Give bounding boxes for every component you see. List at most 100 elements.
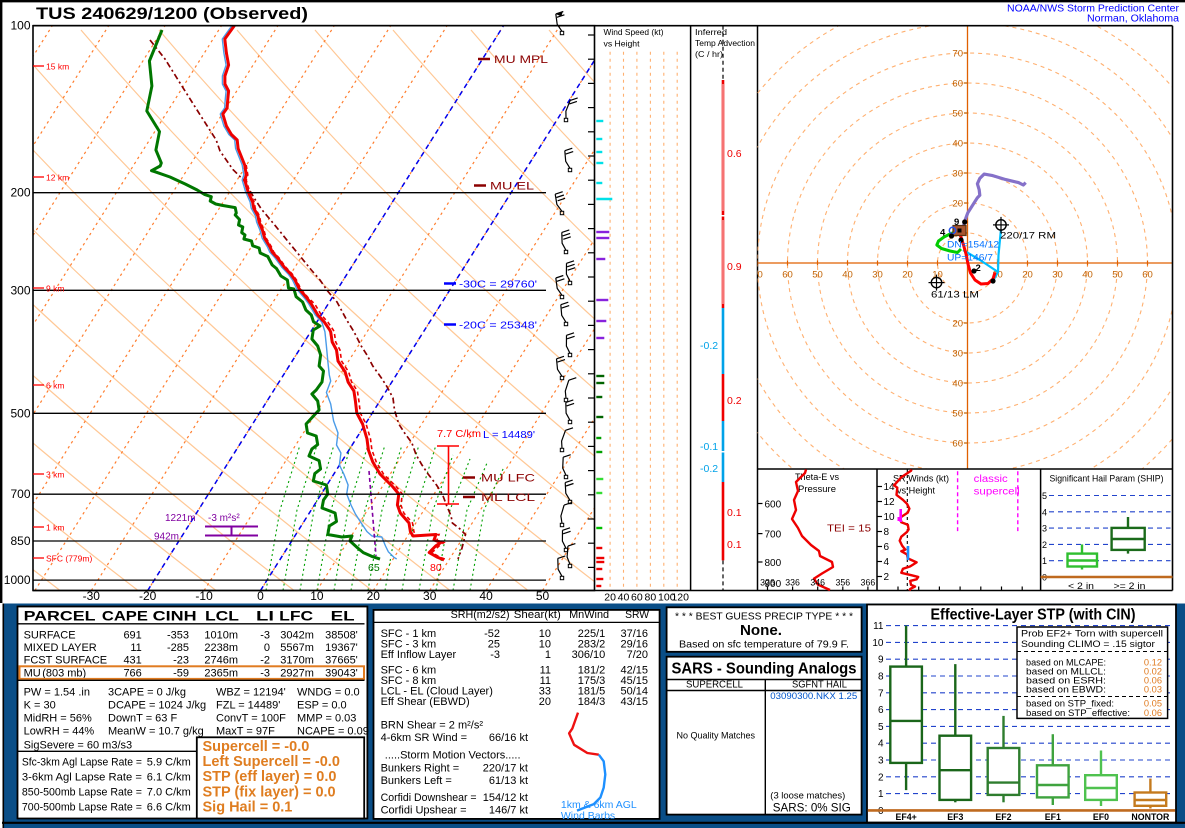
svg-text:MU EL: MU EL <box>490 181 534 193</box>
svg-text:-3: -3 <box>490 649 500 661</box>
svg-text:(3 loose matches): (3 loose matches) <box>770 791 845 801</box>
svg-text:TEI = 15: TEI = 15 <box>827 523 871 535</box>
svg-text:1 km: 1 km <box>46 523 64 533</box>
svg-text:EF4+: EF4+ <box>895 812 916 822</box>
svg-text:-20: -20 <box>139 589 157 603</box>
svg-text:70: 70 <box>752 270 763 281</box>
svg-text:50: 50 <box>952 409 963 420</box>
svg-text:6.6 C/km: 6.6 C/km <box>147 802 191 814</box>
svg-text:Theta-E vs: Theta-E vs <box>795 472 840 482</box>
svg-text:175/3: 175/3 <box>578 675 606 687</box>
svg-text:37/16: 37/16 <box>620 628 648 640</box>
svg-text:0.05: 0.05 <box>1144 699 1162 709</box>
svg-text:10: 10 <box>539 638 551 650</box>
svg-text:based on EBWD:: based on EBWD: <box>1026 685 1106 695</box>
svg-text:WNDG = 0.0: WNDG = 0.0 <box>297 687 360 699</box>
svg-text:2: 2 <box>878 772 884 783</box>
svg-text:1: 1 <box>1042 556 1047 566</box>
svg-text:20: 20 <box>952 199 963 210</box>
svg-text:120: 120 <box>671 592 689 604</box>
svg-text:SGFNT HAIL: SGFNT HAIL <box>792 679 847 691</box>
svg-text:ConvT = 100F: ConvT = 100F <box>216 713 286 725</box>
svg-text:10: 10 <box>872 638 884 649</box>
svg-text:Eff Shear (EBWD): Eff Shear (EBWD) <box>381 696 470 708</box>
svg-text:2: 2 <box>1042 540 1047 550</box>
svg-text:306/10: 306/10 <box>572 649 606 661</box>
svg-text:-20C = 25348': -20C = 25348' <box>459 320 537 332</box>
svg-text:Effective-Layer STP (with CIN): Effective-Layer STP (with CIN) <box>931 607 1136 624</box>
svg-text:-2: -2 <box>260 655 270 667</box>
svg-text:Wind Barbs: Wind Barbs <box>561 810 615 822</box>
svg-text:1010m: 1010m <box>204 629 238 641</box>
svg-text:7: 7 <box>878 688 884 699</box>
svg-text:K = 30: K = 30 <box>24 700 56 712</box>
svg-text:7/20: 7/20 <box>627 649 648 661</box>
svg-text:(803 mb): (803 mb) <box>42 667 86 679</box>
svg-text:10: 10 <box>539 628 551 640</box>
svg-text:2365m: 2365m <box>204 667 238 679</box>
svg-text:4-6km SR Wind =: 4-6km SR Wind = <box>381 732 468 744</box>
svg-text:220/17 kt: 220/17 kt <box>483 762 528 774</box>
svg-text:SFC - 6 km: SFC - 6 km <box>381 665 437 677</box>
svg-text:65: 65 <box>368 562 380 574</box>
svg-text:-3 m²s²: -3 m²s² <box>208 513 240 524</box>
svg-text:25: 25 <box>488 638 500 650</box>
svg-text:4: 4 <box>1042 507 1047 517</box>
svg-text:50: 50 <box>812 270 823 281</box>
svg-text:6: 6 <box>878 705 884 716</box>
svg-text:NOAA/NWS Storm Prediction Cent: NOAA/NWS Storm Prediction Center <box>1007 4 1180 15</box>
svg-text:SFC - 8 km: SFC - 8 km <box>381 675 437 687</box>
svg-text:Left Supercell = -0.0: Left Supercell = -0.0 <box>203 754 340 770</box>
svg-text:DownT = 63 F: DownT = 63 F <box>108 713 177 725</box>
svg-text:-30: -30 <box>83 589 101 603</box>
svg-text:60: 60 <box>952 79 963 90</box>
svg-text:Bunkers Left =: Bunkers Left = <box>381 775 452 787</box>
svg-text:80: 80 <box>430 562 442 574</box>
svg-text:6.1 C/km: 6.1 C/km <box>147 771 191 783</box>
svg-text:60: 60 <box>631 592 643 604</box>
svg-text:MU LFC: MU LFC <box>481 473 535 485</box>
svg-text:20: 20 <box>952 319 963 330</box>
svg-text:500: 500 <box>10 406 30 420</box>
svg-text:225/1: 225/1 <box>578 628 606 640</box>
svg-text:SARS - Sounding Analogs: SARS - Sounding Analogs <box>672 661 857 678</box>
svg-text:-52: -52 <box>484 628 500 640</box>
svg-text:181/5: 181/5 <box>578 686 606 698</box>
svg-text:0.03: 0.03 <box>1144 685 1162 695</box>
svg-text:0.2: 0.2 <box>727 395 742 407</box>
svg-text:No Quality Matches: No Quality Matches <box>677 731 756 741</box>
svg-text:766: 766 <box>123 667 141 679</box>
svg-text:Significant Hail Param (SHIP): Significant Hail Param (SHIP) <box>1050 474 1164 484</box>
svg-text:-0.2: -0.2 <box>700 340 718 352</box>
svg-text:100: 100 <box>10 19 30 33</box>
svg-text:0.1: 0.1 <box>727 539 742 551</box>
svg-text:5.9 C/km: 5.9 C/km <box>147 756 191 768</box>
svg-text:37665': 37665' <box>325 655 358 667</box>
svg-text:942m: 942m <box>154 532 179 543</box>
svg-text:60: 60 <box>782 270 793 281</box>
svg-text:LFC: LFC <box>279 608 313 624</box>
svg-text:4: 4 <box>884 557 890 568</box>
svg-text:-10: -10 <box>195 589 213 603</box>
svg-text:356: 356 <box>835 578 850 588</box>
svg-text:Shear(kt): Shear(kt) <box>514 609 561 621</box>
svg-text:Sfc-3km Agl Lapse Rate =: Sfc-3km Agl Lapse Rate = <box>22 756 142 768</box>
svg-text:UP=146/7: UP=146/7 <box>947 253 993 264</box>
svg-text:based on ESRH:: based on ESRH: <box>1026 676 1106 686</box>
svg-text:3170m: 3170m <box>280 655 314 667</box>
svg-text:0.06: 0.06 <box>1144 676 1162 686</box>
svg-text:0.6: 0.6 <box>727 148 742 160</box>
svg-text:20: 20 <box>902 270 913 281</box>
svg-text:45/15: 45/15 <box>620 675 648 687</box>
svg-text:MaxT = 97F: MaxT = 97F <box>216 726 275 738</box>
svg-text:LCL: LCL <box>205 608 240 624</box>
svg-text:6: 6 <box>884 542 890 553</box>
svg-text:0.12: 0.12 <box>1144 658 1162 668</box>
svg-text:NONTOR: NONTOR <box>1131 812 1170 822</box>
svg-text:STP (fix layer) = 0.0: STP (fix layer) = 0.0 <box>203 784 336 800</box>
svg-text:70: 70 <box>952 49 963 60</box>
svg-text:30: 30 <box>872 270 883 281</box>
svg-text:7.7 C/km: 7.7 C/km <box>437 428 481 440</box>
svg-text:classic: classic <box>974 474 1008 485</box>
svg-text:30: 30 <box>952 349 963 360</box>
